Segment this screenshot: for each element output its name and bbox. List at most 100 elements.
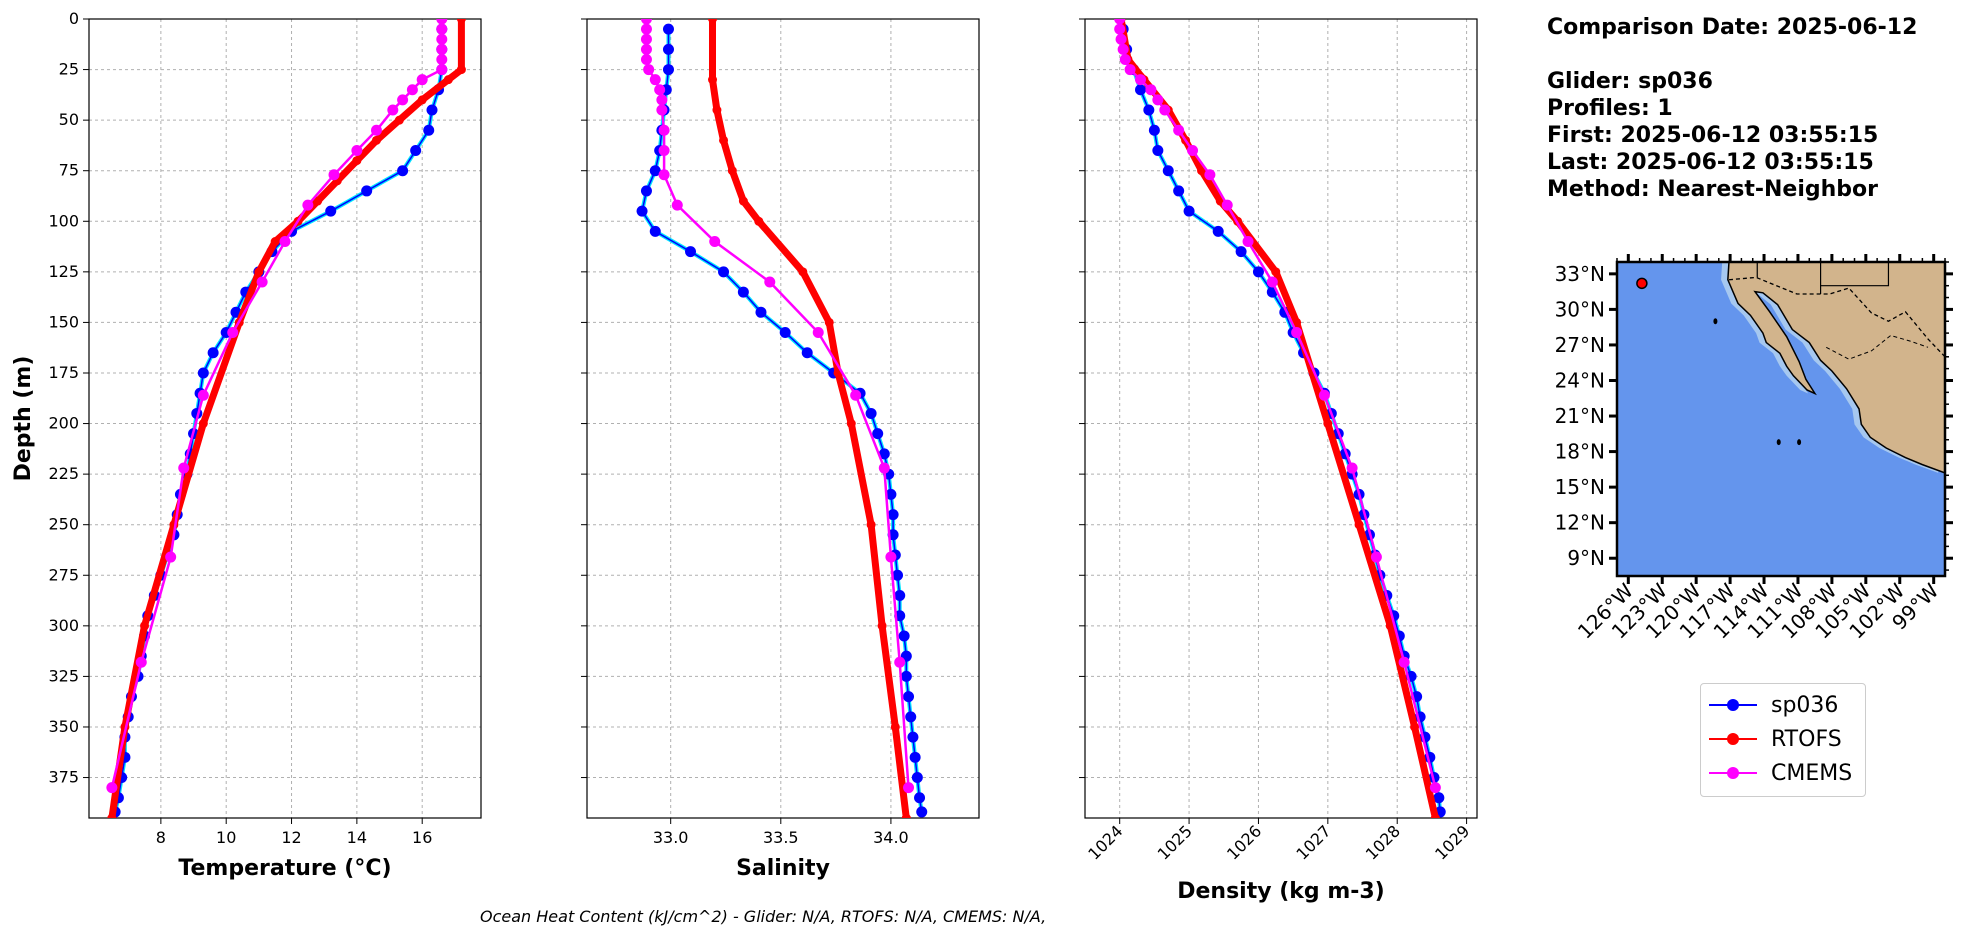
legend-swatch-sp036: [1709, 694, 1757, 716]
series-cmems-point: [1119, 53, 1131, 65]
series-rtofs-point: [1385, 621, 1395, 631]
series-cmems-point: [416, 74, 428, 86]
series-rtofs-point: [738, 196, 748, 206]
series-rtofs-point: [371, 135, 381, 145]
series-cmems-point: [1173, 124, 1185, 136]
y-tick-label: 100: [48, 211, 79, 230]
x-axis-label: Temperature (°C): [178, 856, 391, 881]
border-us-mexico: [1728, 276, 1945, 358]
series-sp036-point: [649, 165, 661, 177]
series-sp036-point: [916, 806, 928, 818]
series-rtofs-point: [877, 621, 887, 631]
series-rtofs-point: [1354, 520, 1364, 530]
series-rtofs-point: [417, 95, 427, 105]
axes-frame: [1084, 18, 1478, 819]
state-line: [1820, 262, 1890, 287]
x-tick-label: 1028: [1362, 821, 1404, 863]
y-axis-label: Depth (m): [11, 356, 36, 482]
series-cmems-point: [302, 199, 314, 211]
series-rtofs-point: [798, 267, 808, 277]
series-cmems-point: [436, 23, 448, 35]
series-rtofs-line: [1117, 19, 1439, 818]
series-cmems-point: [279, 236, 291, 248]
series-sp036-point: [1212, 225, 1224, 237]
series-rtofs-point: [198, 419, 208, 429]
last-time: Last: 2025-06-12 03:55:15: [1547, 150, 1874, 175]
series-cmems-point: [878, 462, 890, 474]
series-cmems-point: [640, 23, 652, 35]
series-sp036-point: [197, 367, 209, 379]
y-tick-label: 150: [48, 312, 79, 331]
series-cmems-point: [643, 64, 655, 76]
series-cmems-point: [227, 327, 239, 339]
y-tick-label: 350: [48, 717, 79, 736]
series-sp036-point: [779, 327, 791, 339]
series-rtofs-point: [270, 237, 280, 247]
series-rtofs-point: [1292, 317, 1302, 327]
series-sp036-point: [900, 670, 912, 682]
series-sp036-point: [903, 691, 915, 703]
series-cmems-point: [1429, 782, 1441, 794]
y-tick-label: 125: [48, 262, 79, 281]
profiles-count: Profiles: 1: [1547, 96, 1673, 121]
x-tick-label: 1024: [1084, 821, 1126, 863]
first-time: First: 2025-06-12 03:55:15: [1547, 123, 1879, 148]
series-cmems-point: [1117, 43, 1129, 55]
series-sp036-point: [801, 347, 813, 359]
series-rtofs-point: [1410, 722, 1420, 732]
series-sp036-point: [898, 630, 910, 642]
series-cmems-point: [1221, 199, 1233, 211]
series-cmems-point: [764, 276, 776, 288]
series-sp036-point: [685, 246, 697, 258]
series-sp036-line: [1122, 28, 1441, 812]
series-cmems-point: [178, 462, 190, 474]
series-rtofs-point: [824, 317, 834, 327]
y-tick-label: 225: [48, 464, 79, 483]
x-tick-label: 12: [281, 828, 301, 847]
series-cmems-point: [1242, 236, 1254, 248]
series-cmems-point: [1114, 23, 1126, 35]
series-rtofs-point: [890, 722, 900, 732]
series-sp036-point: [1252, 266, 1264, 278]
island: [1797, 439, 1802, 446]
series-sp036-line: [641, 29, 923, 813]
series-cmems-line: [645, 19, 910, 788]
series-cmems-point: [1318, 389, 1330, 401]
series-rtofs-point: [140, 621, 150, 631]
series-rtofs-point: [456, 65, 466, 75]
x-axis-label: Density (kg m-3): [1177, 879, 1385, 904]
temperature-panel: 8 10 12 14 16 0 25 50 75 100 125 150 175 200 225 250 275…: [11, 9, 482, 881]
series-rtofs-point: [712, 105, 722, 115]
island: [1776, 439, 1781, 446]
lat-label: 9°N: [1567, 546, 1605, 570]
series-rtofs-point: [1197, 166, 1207, 176]
series-cmems-point: [1152, 94, 1164, 106]
series-sp036-point: [718, 266, 730, 278]
series-sp036-point: [662, 23, 674, 35]
series-sp036-point: [1162, 165, 1174, 177]
series-sp036-point: [911, 772, 923, 784]
map-area: [1617, 262, 1945, 576]
series-rtofs-point: [1271, 267, 1281, 277]
series-rtofs-line: [709, 19, 910, 818]
y-tick-label: 200: [48, 414, 79, 433]
series-cmems-point: [640, 33, 652, 45]
series-cmems-point: [640, 19, 652, 25]
series-sp036-point: [1173, 185, 1185, 197]
lat-label: 27°N: [1555, 333, 1605, 357]
y-tick-label: 175: [48, 363, 79, 382]
series-sp036-point: [892, 569, 904, 581]
series-cmems-point: [135, 656, 147, 668]
series-cmems-point: [658, 144, 670, 156]
series-sp036-point: [423, 124, 435, 136]
series-cmems-line: [110, 19, 444, 788]
glider-name: Glider: sp036: [1547, 69, 1713, 94]
lat-label: 12°N: [1555, 511, 1605, 535]
series-sp036-point: [636, 205, 648, 217]
series-sp036-point: [1152, 144, 1164, 156]
series-rtofs-point: [901, 813, 911, 818]
legend: sp036 RTOFS CMEMS: [1700, 683, 1866, 797]
series-sp036-halo: [113, 29, 444, 813]
series-sp036-point: [410, 144, 422, 156]
